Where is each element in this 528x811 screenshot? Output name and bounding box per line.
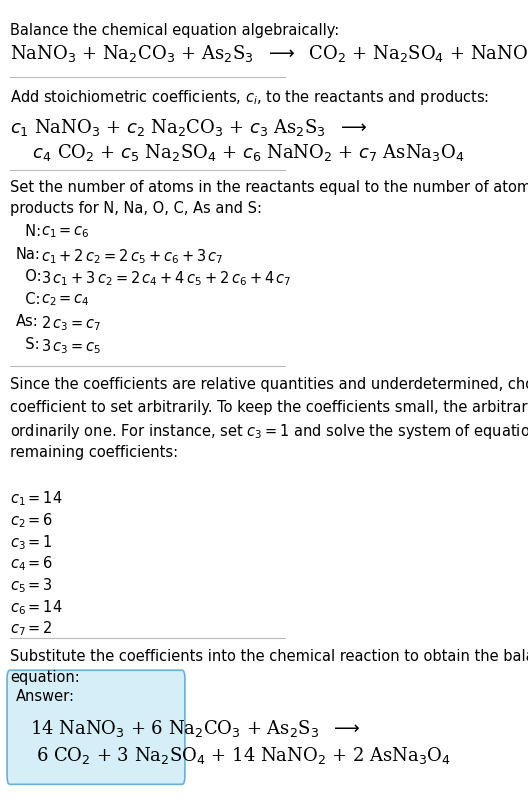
Text: products for N, Na, O, C, As and S:: products for N, Na, O, C, As and S: <box>10 201 262 216</box>
Text: 14 NaNO$_3$ + 6 Na$_2$CO$_3$ + As$_2$S$_3$  $\longrightarrow$: 14 NaNO$_3$ + 6 Na$_2$CO$_3$ + As$_2$S$_… <box>30 717 361 738</box>
Text: Substitute the coefficients into the chemical reaction to obtain the balanced: Substitute the coefficients into the che… <box>10 648 528 663</box>
Text: Set the number of atoms in the reactants equal to the number of atoms in the: Set the number of atoms in the reactants… <box>10 180 528 195</box>
Text: $c_6 = 14$: $c_6 = 14$ <box>10 598 63 616</box>
Text: $c_1$ NaNO$_3$ + $c_2$ Na$_2$CO$_3$ + $c_3$ As$_2$S$_3$  $\longrightarrow$: $c_1$ NaNO$_3$ + $c_2$ Na$_2$CO$_3$ + $c… <box>10 117 367 138</box>
Text: $2\,c_3 = c_7$: $2\,c_3 = c_7$ <box>42 314 102 333</box>
Text: Add stoichiometric coefficients, $c_i$, to the reactants and products:: Add stoichiometric coefficients, $c_i$, … <box>10 88 489 106</box>
Text: $c_1 + 2\,c_2 = 2\,c_5 + c_6 + 3\,c_7$: $c_1 + 2\,c_2 = 2\,c_5 + c_6 + 3\,c_7$ <box>42 247 224 265</box>
Text: Answer:: Answer: <box>16 688 74 703</box>
Text: $c_2 = c_4$: $c_2 = c_4$ <box>42 291 90 307</box>
Text: Since the coefficients are relative quantities and underdetermined, choose a: Since the coefficients are relative quan… <box>10 376 528 392</box>
Text: coefficient to set arbitrarily. To keep the coefficients small, the arbitrary va: coefficient to set arbitrarily. To keep … <box>10 399 528 414</box>
Text: $c_5 = 3$: $c_5 = 3$ <box>10 576 53 594</box>
Text: NaNO$_3$ + Na$_2$CO$_3$ + As$_2$S$_3$  $\longrightarrow$  CO$_2$ + Na$_2$SO$_4$ : NaNO$_3$ + Na$_2$CO$_3$ + As$_2$S$_3$ $\… <box>10 43 528 64</box>
Text: C:: C: <box>16 291 40 307</box>
Text: S:: S: <box>16 337 39 351</box>
Text: $c_1 = c_6$: $c_1 = c_6$ <box>42 224 90 240</box>
Text: $c_7 = 2$: $c_7 = 2$ <box>10 619 53 637</box>
Text: $c_1 = 14$: $c_1 = 14$ <box>10 489 63 508</box>
Text: $c_4$ CO$_2$ + $c_5$ Na$_2$SO$_4$ + $c_6$ NaNO$_2$ + $c_7$ AsNa$_3$O$_4$: $c_4$ CO$_2$ + $c_5$ Na$_2$SO$_4$ + $c_6… <box>10 141 464 162</box>
Text: $c_2 = 6$: $c_2 = 6$ <box>10 511 53 530</box>
FancyBboxPatch shape <box>7 671 185 784</box>
Text: As:: As: <box>16 314 39 329</box>
Text: equation:: equation: <box>10 669 80 684</box>
Text: O:: O: <box>16 269 41 284</box>
Text: $c_4 = 6$: $c_4 = 6$ <box>10 554 53 573</box>
Text: $3\,c_1 + 3\,c_2 = 2\,c_4 + 4\,c_5 + 2\,c_6 + 4\,c_7$: $3\,c_1 + 3\,c_2 = 2\,c_4 + 4\,c_5 + 2\,… <box>42 269 292 288</box>
Text: $3\,c_3 = c_5$: $3\,c_3 = c_5$ <box>42 337 102 355</box>
Text: Balance the chemical equation algebraically:: Balance the chemical equation algebraica… <box>10 23 339 37</box>
Text: N:: N: <box>16 224 41 239</box>
Text: Na:: Na: <box>16 247 41 262</box>
Text: 6 CO$_2$ + 3 Na$_2$SO$_4$ + 14 NaNO$_2$ + 2 AsNa$_3$O$_4$: 6 CO$_2$ + 3 Na$_2$SO$_4$ + 14 NaNO$_2$ … <box>36 744 451 766</box>
Text: $c_3 = 1$: $c_3 = 1$ <box>10 532 53 551</box>
Text: ordinarily one. For instance, set $c_3 = 1$ and solve the system of equations fo: ordinarily one. For instance, set $c_3 =… <box>10 422 528 440</box>
Text: remaining coefficients:: remaining coefficients: <box>10 444 178 459</box>
